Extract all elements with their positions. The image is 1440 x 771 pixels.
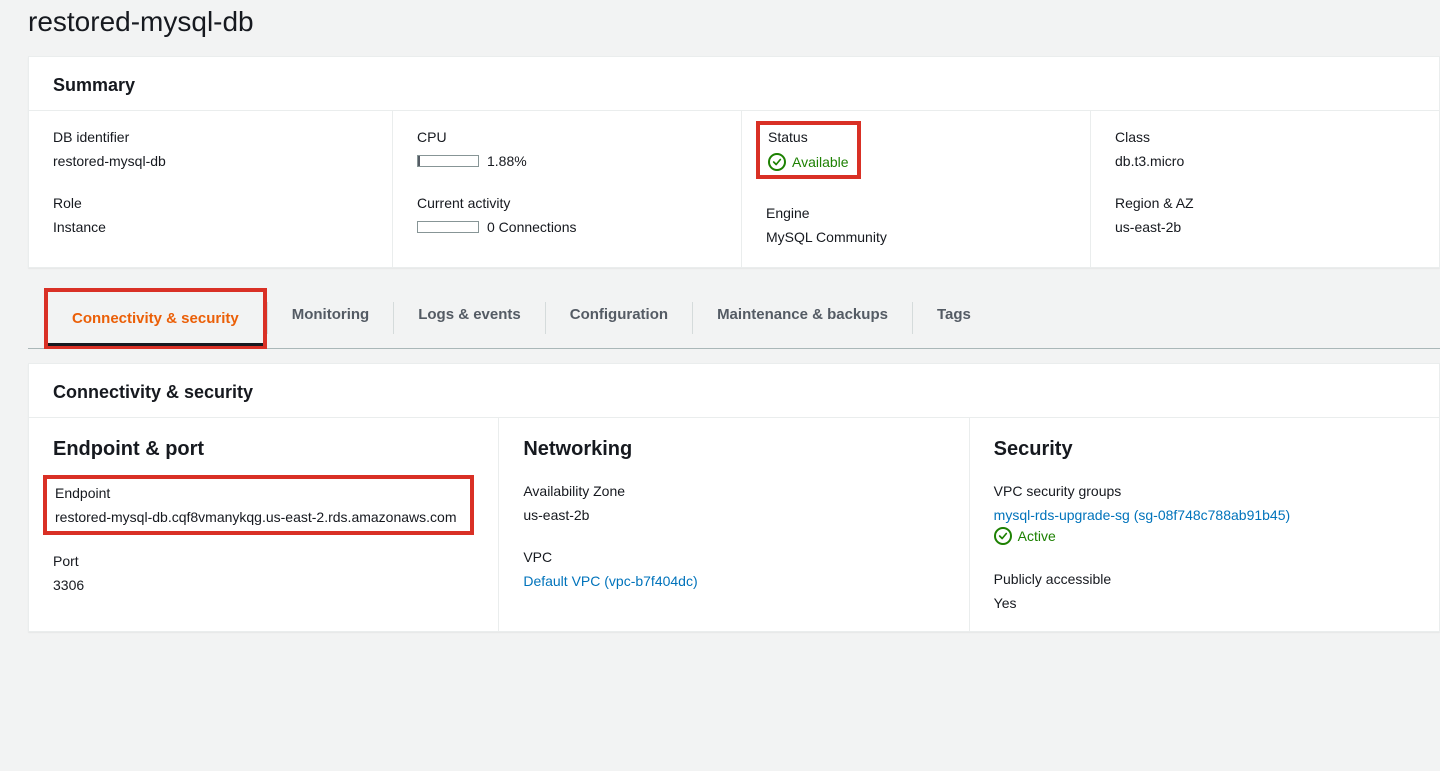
check-circle-icon: [768, 153, 786, 171]
connectivity-heading: Connectivity & security: [53, 382, 1415, 403]
role-label: Role: [53, 195, 368, 211]
summary-col-status: Status Available Engine MySQL Community: [742, 111, 1091, 267]
cpu-label: CPU: [417, 129, 717, 145]
class-label: Class: [1115, 129, 1415, 145]
public-value: Yes: [994, 595, 1415, 611]
activity-label: Current activity: [417, 195, 717, 211]
region-label: Region & AZ: [1115, 195, 1415, 211]
engine-label: Engine: [766, 205, 1066, 221]
summary-header: Summary: [29, 57, 1439, 111]
summary-heading: Summary: [53, 75, 1415, 96]
class-value: db.t3.micro: [1115, 153, 1415, 169]
security-heading: Security: [994, 438, 1415, 461]
status-value: Available: [792, 154, 849, 170]
vpc-label: VPC: [523, 549, 944, 565]
port-label: Port: [53, 553, 474, 569]
summary-col-class: Class db.t3.micro Region & AZ us-east-2b: [1091, 111, 1439, 267]
status-label: Status: [768, 129, 849, 145]
page-title: restored-mysql-db: [28, 0, 1440, 56]
endpoint-value: restored-mysql-db.cqf8vmanykqg.us-east-2…: [55, 509, 462, 525]
connectivity-panel: Connectivity & security Endpoint & port …: [28, 363, 1440, 632]
security-col: Security VPC security groups mysql-rds-u…: [970, 418, 1439, 631]
endpoint-port-col: Endpoint & port Endpoint restored-mysql-…: [29, 418, 499, 631]
az-label: Availability Zone: [523, 483, 944, 499]
endpoint-highlight: Endpoint restored-mysql-db.cqf8vmanykqg.…: [43, 475, 474, 535]
summary-panel: Summary DB identifier restored-mysql-db …: [28, 56, 1440, 268]
tab-maintenance[interactable]: Maintenance & backups: [693, 288, 912, 348]
tabs-bar: Connectivity & security Monitoring Logs …: [28, 288, 1440, 349]
connectivity-header: Connectivity & security: [29, 364, 1439, 418]
public-label: Publicly accessible: [994, 571, 1415, 587]
cpu-progress-fill: [418, 156, 420, 166]
port-value: 3306: [53, 577, 474, 593]
activity-progress-bar: [417, 221, 479, 233]
networking-col: Networking Availability Zone us-east-2b …: [499, 418, 969, 631]
summary-col-cpu: CPU 1.88% Current activity 0 Conn: [393, 111, 742, 267]
tab-connectivity[interactable]: Connectivity & security: [48, 292, 263, 345]
tab-logs-events[interactable]: Logs & events: [394, 288, 545, 348]
region-value: us-east-2b: [1115, 219, 1415, 235]
az-value: us-east-2b: [523, 507, 944, 523]
networking-heading: Networking: [523, 438, 944, 461]
db-identifier-label: DB identifier: [53, 129, 368, 145]
sg-label: VPC security groups: [994, 483, 1415, 499]
role-value: Instance: [53, 219, 368, 235]
vpc-link[interactable]: Default VPC (vpc-b7f404dc): [523, 573, 944, 589]
check-circle-icon: [994, 527, 1012, 545]
endpoint-label: Endpoint: [55, 485, 462, 501]
tab-configuration[interactable]: Configuration: [546, 288, 692, 348]
engine-value: MySQL Community: [766, 229, 1066, 245]
activity-value: 0 Connections: [487, 219, 577, 235]
sg-link[interactable]: mysql-rds-upgrade-sg (sg-08f748c788ab91b…: [994, 507, 1415, 523]
sg-status: Active: [1018, 528, 1056, 544]
endpoint-port-heading: Endpoint & port: [53, 438, 474, 461]
tab-tags[interactable]: Tags: [913, 288, 995, 348]
status-highlight: Status Available: [756, 121, 861, 179]
tab-monitoring[interactable]: Monitoring: [268, 288, 393, 348]
cpu-percent: 1.88%: [487, 153, 527, 169]
db-identifier-value: restored-mysql-db: [53, 153, 368, 169]
tab-highlight: Connectivity & security: [44, 288, 267, 349]
summary-col-identifier: DB identifier restored-mysql-db Role Ins…: [29, 111, 393, 267]
cpu-progress-bar: [417, 155, 479, 167]
